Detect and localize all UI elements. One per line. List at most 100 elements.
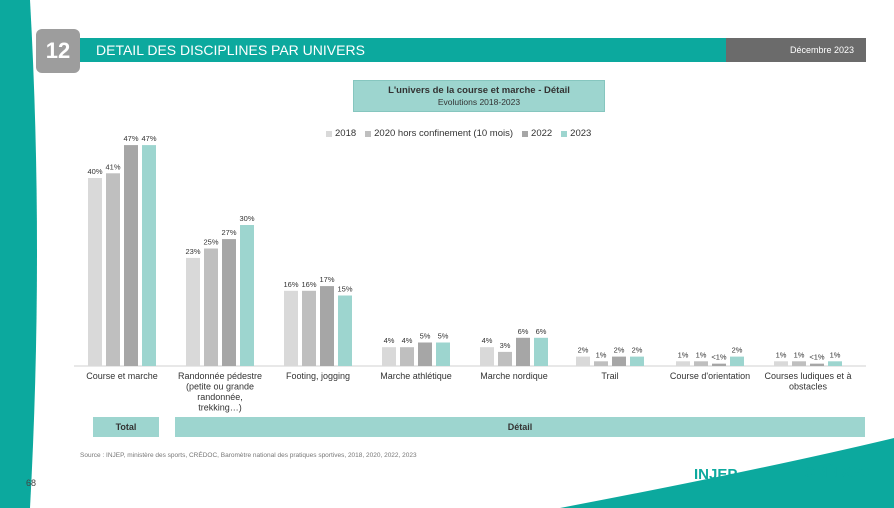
chart-title: L'univers de la course et marche - Détai… bbox=[388, 85, 570, 96]
data-label: 2% bbox=[614, 346, 625, 355]
data-label: 23% bbox=[185, 247, 200, 256]
data-label: <1% bbox=[809, 353, 825, 362]
data-label: 1% bbox=[696, 350, 707, 359]
report-date: Décembre 2023 bbox=[789, 45, 854, 55]
bar bbox=[106, 173, 120, 366]
legend-item-3: 2023 bbox=[561, 128, 591, 139]
legend-item-1: 2020 hors confinement (10 mois) bbox=[365, 128, 513, 139]
data-label: 41% bbox=[105, 162, 120, 171]
bar bbox=[810, 363, 824, 366]
group-box-total bbox=[93, 417, 159, 437]
bar bbox=[534, 337, 548, 366]
legend-label: 2018 bbox=[335, 128, 357, 139]
bar bbox=[186, 257, 200, 366]
legend-swatch bbox=[522, 130, 529, 137]
bar bbox=[676, 361, 690, 366]
bar bbox=[240, 225, 254, 366]
bar bbox=[712, 363, 726, 366]
bar bbox=[142, 145, 156, 366]
bar bbox=[320, 286, 334, 366]
left-decoration bbox=[0, 0, 37, 508]
data-label: 25% bbox=[203, 238, 218, 247]
data-label: 3% bbox=[500, 341, 511, 350]
data-label: 47% bbox=[141, 134, 156, 143]
data-label: 2% bbox=[632, 346, 643, 355]
data-label: 1% bbox=[794, 350, 805, 359]
data-label: 15% bbox=[337, 285, 352, 294]
bar bbox=[302, 290, 316, 366]
data-label: 2% bbox=[732, 346, 743, 355]
data-label: 17% bbox=[319, 275, 334, 284]
data-label: 1% bbox=[678, 350, 689, 359]
data-label: 47% bbox=[123, 134, 138, 143]
bar bbox=[204, 248, 218, 366]
bar bbox=[594, 361, 608, 366]
bar bbox=[630, 356, 644, 366]
legend-swatch bbox=[365, 130, 372, 137]
legend-item-2: 2022 bbox=[522, 128, 552, 139]
bar bbox=[480, 347, 494, 366]
bar bbox=[516, 337, 530, 366]
credoc-logo: CRÉDOC bbox=[804, 464, 870, 481]
data-label: 2% bbox=[578, 346, 589, 355]
header-bar bbox=[36, 38, 726, 62]
group-label: Détail bbox=[508, 422, 533, 432]
category-label: Randonnée pédestre (petite ou grande rando… bbox=[178, 371, 262, 413]
bar bbox=[730, 356, 744, 366]
data-label: <1% bbox=[711, 353, 727, 362]
chart-subtitle: Evolutions 2018-2023 bbox=[437, 97, 521, 107]
source-note: Source : INJEP, ministère des sports, CR… bbox=[80, 452, 417, 459]
chart-legend: 2018 2020 hors confinement (10 mois) 2022 2… bbox=[326, 128, 591, 139]
legend-label: 2023 bbox=[570, 128, 592, 139]
data-label: 40% bbox=[87, 167, 102, 176]
bar bbox=[222, 239, 236, 366]
group-label: Total bbox=[116, 422, 137, 432]
bar bbox=[124, 145, 138, 366]
header-date-bar bbox=[726, 38, 866, 62]
page-number: 68 bbox=[26, 478, 37, 488]
bar bbox=[88, 178, 102, 366]
bar bbox=[284, 290, 298, 366]
chart-title-box: L'univers de la course et marche - Détai… bbox=[353, 80, 605, 112]
legend-label: 2022 bbox=[531, 128, 553, 139]
data-label: 27% bbox=[221, 228, 236, 237]
data-label: 16% bbox=[283, 280, 298, 289]
category-label: Trail bbox=[601, 371, 618, 381]
category-label: Footing, jogging bbox=[286, 371, 350, 381]
category-label: Course d'orientation bbox=[670, 371, 750, 381]
category-label: Course et marche bbox=[86, 371, 158, 381]
data-label: 1% bbox=[776, 350, 787, 359]
data-label: 4% bbox=[384, 336, 395, 345]
data-label: 5% bbox=[438, 332, 449, 341]
bar bbox=[338, 295, 352, 366]
legend-swatch bbox=[561, 130, 568, 137]
legend-swatch bbox=[326, 130, 332, 137]
bar bbox=[576, 356, 590, 366]
bar bbox=[498, 351, 512, 366]
legend-label: 2020 hors confinement (10 mois) bbox=[374, 128, 514, 139]
data-label: 4% bbox=[482, 336, 493, 345]
data-label: 4% bbox=[402, 336, 413, 345]
legend-item-0: 2018 bbox=[326, 128, 356, 139]
data-label: 6% bbox=[536, 327, 547, 336]
data-label: 16% bbox=[301, 280, 316, 289]
data-label: 5% bbox=[420, 332, 431, 341]
page-title: DETAIL DES DISCIPLINES PAR UNIVERS bbox=[96, 42, 365, 58]
bar bbox=[400, 347, 414, 366]
category-label: Marche athlétique bbox=[380, 371, 452, 381]
injep-logo: INJEP bbox=[694, 466, 738, 483]
data-label: 1% bbox=[596, 350, 607, 359]
bar bbox=[774, 361, 788, 366]
bar bbox=[418, 342, 432, 366]
category-label: Marche nordique bbox=[480, 371, 548, 381]
bar bbox=[694, 361, 708, 366]
section-number: 12 bbox=[36, 29, 80, 73]
bar bbox=[612, 356, 626, 366]
bar bbox=[382, 347, 396, 366]
group-box-détail bbox=[175, 417, 865, 437]
category-label: Courses ludiques et à obstacles bbox=[764, 371, 851, 392]
data-label: 1% bbox=[830, 350, 841, 359]
bar bbox=[792, 361, 806, 366]
